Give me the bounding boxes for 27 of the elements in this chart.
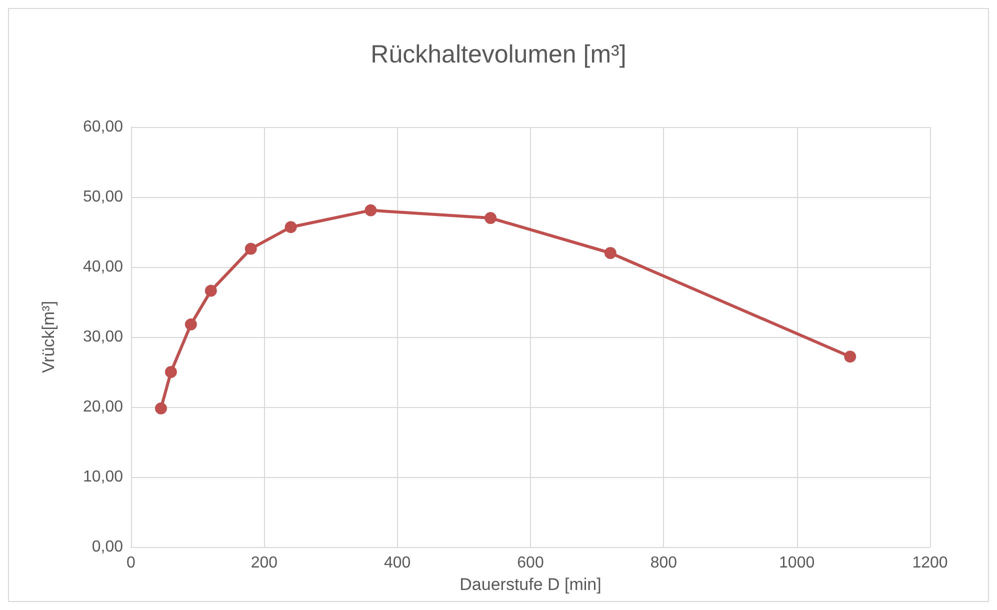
point	[484, 212, 497, 224]
chart-title: Rückhaltevolumen [m³]	[370, 40, 626, 68]
x-tick-label: 1200	[912, 554, 948, 572]
y-tick-label: 40,00	[82, 258, 124, 276]
point	[364, 204, 377, 216]
y-tick-label: 60,00	[82, 118, 124, 136]
y-tick-label: 0,00	[92, 538, 124, 556]
y-tick-label: 50,00	[82, 188, 124, 206]
x-tick-label: 0	[126, 554, 136, 572]
point	[244, 242, 257, 255]
point	[284, 221, 297, 234]
x-tick-label: 200	[250, 554, 278, 572]
point	[844, 350, 856, 363]
point	[154, 402, 167, 414]
y-axis-title: Vrück[m³]	[39, 300, 58, 374]
point	[604, 247, 616, 259]
x-tick-label: 1000	[779, 554, 815, 572]
y-tick-label: 20,00	[82, 398, 124, 416]
x-tick-label: 400	[384, 554, 411, 572]
y-tick-label: 30,00	[82, 328, 124, 346]
y-tick-label: 10,00	[82, 468, 124, 486]
x-tick-label: 600	[517, 554, 544, 572]
x-tick-label: 800	[650, 554, 678, 572]
point	[184, 318, 197, 330]
x-axis-title: Dauerstufe D [min]	[460, 574, 602, 594]
point	[164, 366, 177, 378]
point	[204, 284, 217, 297]
